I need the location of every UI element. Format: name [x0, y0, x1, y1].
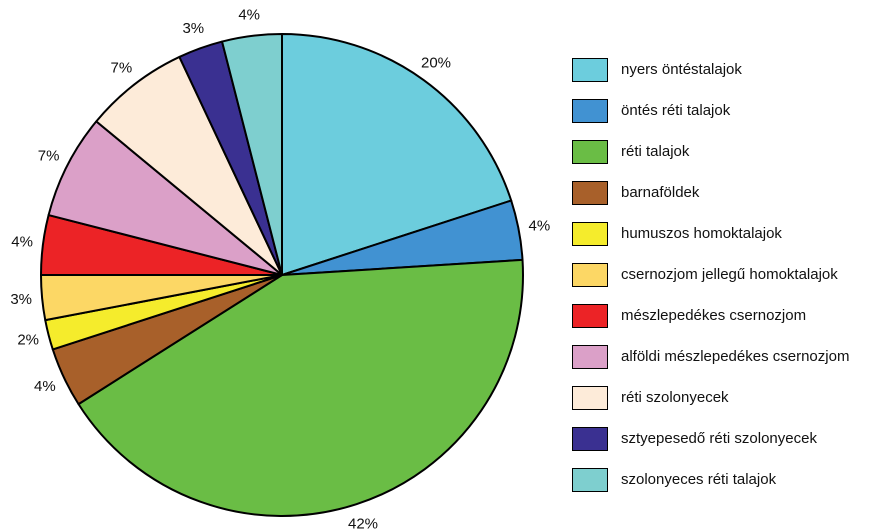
legend-item: alföldi mészlepedékes csernozjom: [572, 345, 872, 386]
legend-label: mészlepedékes csernozjom: [621, 304, 806, 328]
slice-percent-label: 4%: [529, 217, 551, 234]
legend-item: mészlepedékes csernozjom: [572, 304, 872, 345]
legend-swatch: [572, 468, 608, 492]
legend-label: öntés réti talajok: [621, 99, 730, 123]
legend-label: réti talajok: [621, 140, 689, 164]
slice-percent-label: 20%: [421, 55, 451, 72]
legend-swatch: [572, 427, 608, 451]
legend-label: csernozjom jellegű homoktalajok: [621, 263, 838, 287]
slice-percent-label: 7%: [38, 148, 60, 165]
legend-item: csernozjom jellegű homoktalajok: [572, 263, 872, 304]
legend-swatch: [572, 222, 608, 246]
legend-item: humuszos homoktalajok: [572, 222, 872, 263]
legend-swatch: [572, 99, 608, 123]
legend-swatch: [572, 58, 608, 82]
legend-label: humuszos homoktalajok: [621, 222, 782, 246]
pie-slices: [41, 34, 523, 516]
slice-percent-label: 7%: [111, 60, 133, 77]
legend-swatch: [572, 140, 608, 164]
legend-item: öntés réti talajok: [572, 99, 872, 140]
legend-item: szolonyeces réti talajok: [572, 468, 872, 509]
legend-item: réti talajok: [572, 140, 872, 181]
legend-label: barnaföldek: [621, 181, 699, 205]
legend-label: alföldi mészlepedékes csernozjom: [621, 345, 849, 369]
slice-percent-label: 4%: [238, 7, 260, 24]
legend-item: barnaföldek: [572, 181, 872, 222]
legend-swatch: [572, 386, 608, 410]
slice-percent-label: 3%: [182, 20, 204, 37]
legend: nyers öntéstalajok öntés réti talajok réti…: [572, 58, 872, 509]
slice-percent-label: 42%: [348, 516, 378, 532]
legend-swatch: [572, 263, 608, 287]
legend-label: sztyepesedő réti szolonyecek: [621, 427, 817, 451]
slice-percent-label: 4%: [11, 234, 33, 251]
slice-percent-label: 2%: [17, 332, 39, 349]
slice-percent-label: 4%: [34, 378, 56, 395]
legend-item: nyers öntéstalajok: [572, 58, 872, 99]
legend-swatch: [572, 181, 608, 205]
slice-percent-label: 3%: [10, 291, 32, 308]
legend-label: réti szolonyecek: [621, 386, 729, 410]
legend-item: réti szolonyecek: [572, 386, 872, 427]
legend-item: sztyepesedő réti szolonyecek: [572, 427, 872, 468]
legend-swatch: [572, 304, 608, 328]
legend-label: szolonyeces réti talajok: [621, 468, 776, 492]
legend-label: nyers öntéstalajok: [621, 58, 742, 82]
legend-swatch: [572, 345, 608, 369]
